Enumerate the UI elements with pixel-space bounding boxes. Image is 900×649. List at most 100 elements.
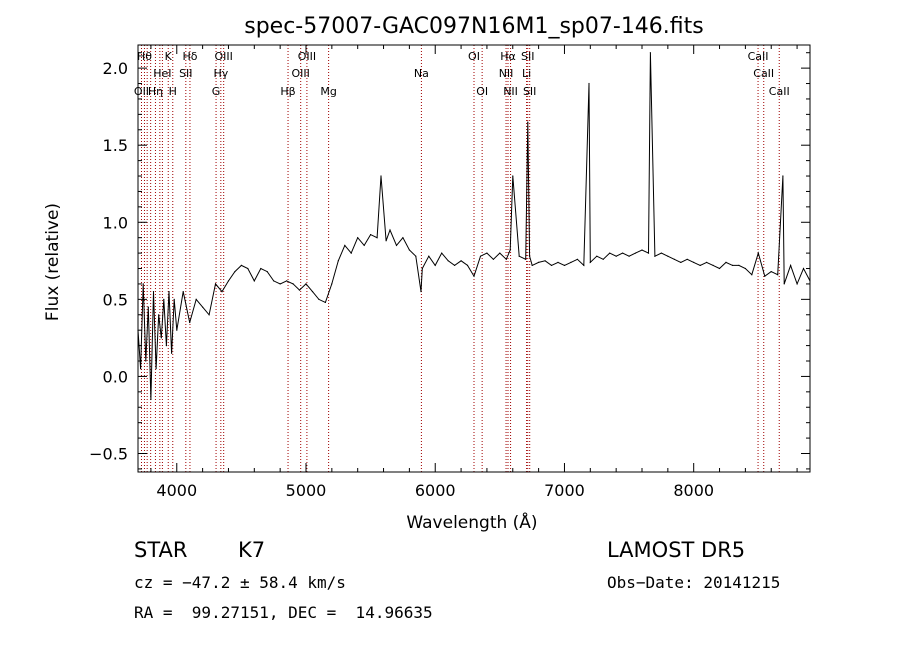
y-tick-label: 0.5 bbox=[103, 290, 128, 309]
spectrum-point bbox=[163, 298, 165, 300]
spectrum-point bbox=[499, 252, 501, 254]
spectrum-point bbox=[260, 267, 262, 270]
spectrum-point bbox=[518, 255, 520, 257]
spectrum-point bbox=[634, 252, 637, 254]
spectrum-point bbox=[253, 280, 255, 282]
line-label: SII bbox=[179, 67, 192, 80]
spectrum-point bbox=[505, 258, 507, 260]
spectrum-point bbox=[757, 252, 759, 254]
spectrum-point bbox=[725, 261, 727, 263]
spectrum-point bbox=[324, 301, 326, 303]
spectrum-point bbox=[641, 249, 643, 251]
spectrum-point bbox=[150, 398, 152, 401]
object-subclass: K7 bbox=[238, 538, 266, 562]
line-label: Hδ bbox=[182, 50, 197, 63]
spectrum-point bbox=[583, 264, 585, 266]
x-tick-label: 7000 bbox=[544, 481, 585, 500]
spectrum-point bbox=[563, 264, 566, 266]
y-tick-label: 1.0 bbox=[103, 213, 128, 232]
spectrum-point bbox=[712, 264, 714, 266]
spectrum-point bbox=[667, 255, 669, 257]
line-label: Hθ bbox=[137, 50, 152, 63]
reference-lines-layer bbox=[140, 45, 780, 472]
spectrum-point bbox=[385, 240, 387, 242]
line-label: SII bbox=[521, 50, 534, 63]
spectrum-point bbox=[492, 258, 494, 260]
line-label: Hα bbox=[500, 50, 516, 63]
spectrum-point bbox=[370, 234, 372, 236]
spectrum-point bbox=[649, 52, 652, 54]
chart-title: spec-57007-GAC097N16M1_sp07-146.fits bbox=[244, 14, 704, 39]
redshift-velocity: cz = −47.2 ± 58.4 km/s bbox=[134, 573, 346, 592]
spectrum-point bbox=[525, 258, 527, 260]
spectrum-point bbox=[158, 314, 160, 316]
spectrum-point bbox=[777, 274, 779, 276]
spectrum-point bbox=[751, 274, 753, 276]
y-axis-label: Flux (relative) bbox=[43, 203, 63, 321]
spectrum-point bbox=[718, 267, 721, 270]
line-label: HeI bbox=[153, 67, 171, 80]
spectrum-point bbox=[589, 261, 591, 263]
spectrum-point bbox=[802, 267, 805, 270]
y-axis-ticks: −0.5 0.0 0.5 1.0 1.5 2.0 bbox=[89, 52, 810, 470]
spectrum-point bbox=[189, 321, 191, 324]
y-tick-label: 0.0 bbox=[103, 367, 128, 386]
spectrum-point bbox=[654, 255, 656, 257]
spectrum-point bbox=[176, 329, 178, 331]
line-label: OII bbox=[134, 85, 149, 98]
x-axis-ticks: 4000 5000 6000 7000 8000 bbox=[150, 45, 798, 500]
line-label: CaII bbox=[753, 67, 774, 80]
spectrum-point bbox=[782, 175, 784, 177]
spectrum-point bbox=[738, 264, 740, 266]
spectrum-point bbox=[247, 267, 249, 270]
spectrum-point bbox=[693, 261, 695, 263]
spectrum-point bbox=[415, 255, 417, 257]
line-label: H bbox=[169, 85, 177, 98]
spectrum-point bbox=[273, 280, 275, 282]
spectrum-point bbox=[512, 175, 514, 177]
spectrum-point bbox=[221, 291, 223, 293]
object-class: STAR bbox=[134, 538, 188, 562]
spectrum-point bbox=[706, 261, 708, 263]
line-label: NII bbox=[503, 85, 518, 98]
spectrum-series-line bbox=[137, 52, 811, 400]
observation-date: Obs−Date: 20141215 bbox=[607, 573, 781, 592]
spectrum-point bbox=[744, 267, 747, 270]
line-label: CaII bbox=[769, 85, 790, 98]
spectrum-point bbox=[680, 261, 682, 263]
spectrum-point bbox=[509, 249, 511, 251]
spectrum-point bbox=[240, 264, 242, 266]
spectrum-point bbox=[311, 291, 314, 293]
spectrum-point bbox=[699, 264, 701, 266]
spectrum-point bbox=[673, 258, 675, 260]
x-tick-label: 8000 bbox=[673, 481, 714, 500]
line-label: G bbox=[212, 85, 221, 98]
spectrum-point bbox=[380, 175, 382, 177]
spectrum-point bbox=[168, 291, 170, 293]
spectrum-point bbox=[531, 264, 533, 266]
spectrum-point bbox=[731, 264, 734, 266]
spectrum-point bbox=[441, 252, 443, 254]
spectrum-point bbox=[350, 252, 352, 254]
spectrum-point bbox=[395, 244, 398, 246]
spectrum-point bbox=[292, 283, 294, 285]
spectrum-point bbox=[402, 237, 404, 239]
spectrum-point bbox=[152, 291, 155, 293]
spectrum-point bbox=[208, 314, 210, 316]
y-tick-label: 2.0 bbox=[103, 59, 128, 78]
x-tick-label: 4000 bbox=[156, 481, 197, 500]
spectrum-point bbox=[615, 255, 617, 257]
spectrum-point bbox=[544, 260, 546, 262]
spectrum-point bbox=[227, 280, 230, 282]
spectrum-point bbox=[318, 298, 320, 300]
spectrum-point bbox=[202, 306, 204, 308]
spectrum-point bbox=[234, 271, 236, 273]
spectrum-point bbox=[160, 337, 162, 339]
spectrum-point bbox=[473, 275, 475, 277]
spectrum-point bbox=[628, 255, 630, 257]
spectrum-point bbox=[686, 258, 688, 260]
spectrum-point bbox=[344, 244, 346, 246]
spectrum-point bbox=[783, 283, 785, 285]
y-tick-label: −0.5 bbox=[89, 445, 128, 464]
line-label: Li bbox=[522, 67, 531, 80]
